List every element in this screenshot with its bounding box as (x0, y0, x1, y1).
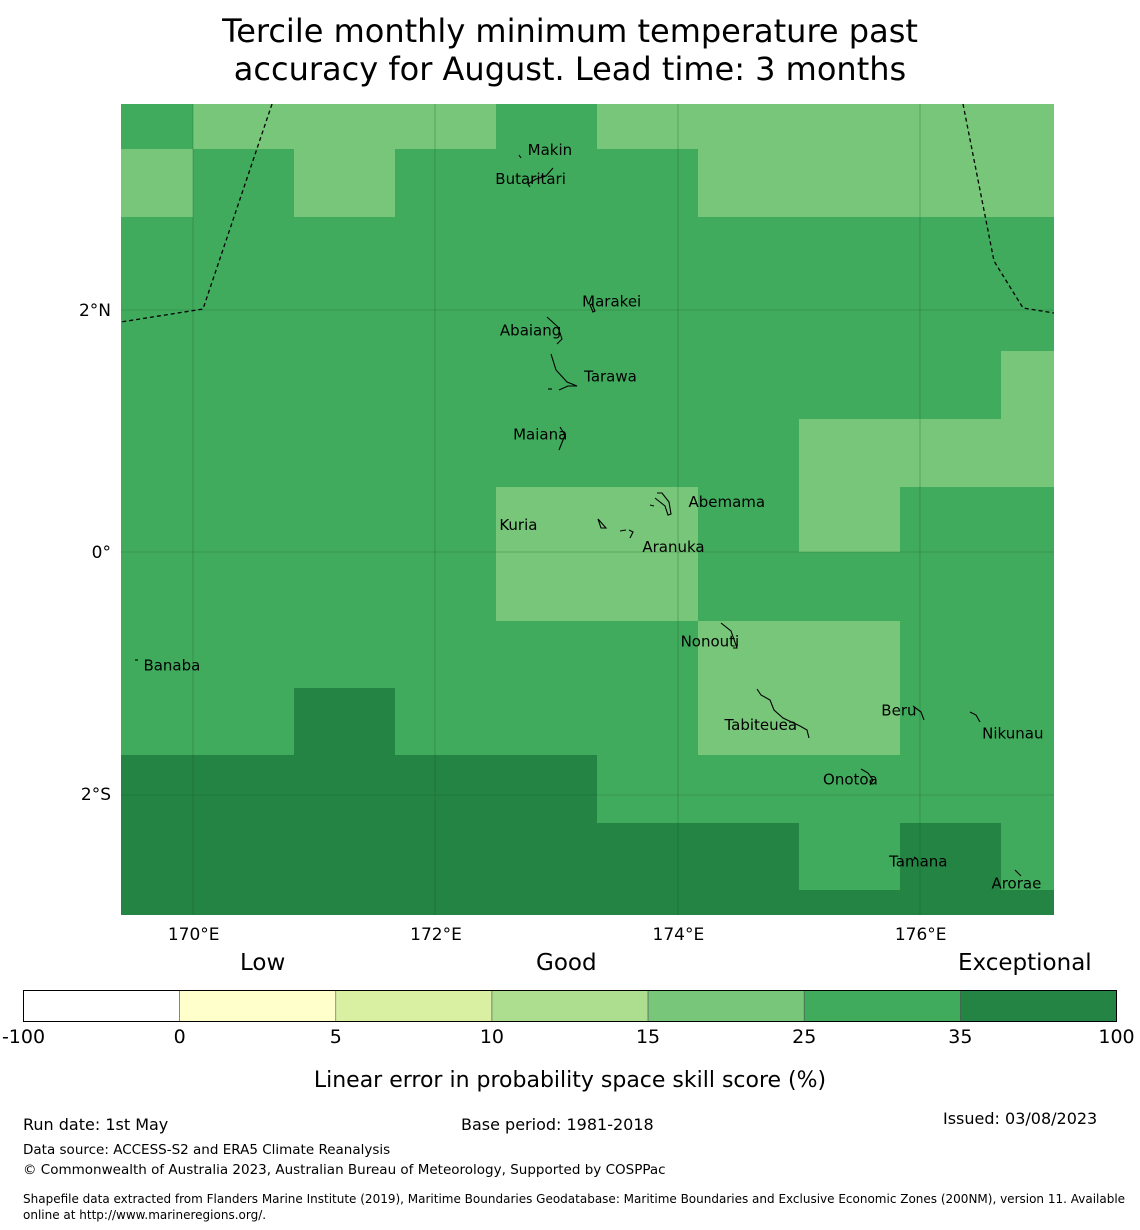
title-line-1: Tercile monthly minimum temperature past (222, 12, 918, 50)
colorbar-tick-label: 25 (792, 1026, 816, 1045)
colorbar-outline (23, 990, 1117, 1022)
legend-heading-good: Good (536, 950, 597, 976)
skill-cell-dark (1001, 890, 1054, 915)
issued-date: Issued: 03/08/2023 (943, 1109, 1098, 1128)
colorbar-bin-0-5 (179, 990, 337, 1022)
coast-abemama (654, 492, 672, 516)
lon-tick-label: 170°E (168, 925, 220, 945)
title-line-2: accuracy for August. Lead time: 3 months (233, 50, 907, 88)
place-label-banaba: Banaba (143, 657, 200, 675)
lat-tick-label: 2°N (79, 301, 111, 321)
lat-tick-label: 2°S (81, 785, 111, 805)
place-label-aranuka: Aranuka (642, 538, 704, 556)
coast-marakei (589, 303, 596, 313)
eez-boundaries (121, 104, 1054, 323)
coast-aranuka (619, 529, 634, 539)
coast-nonouti (720, 622, 738, 649)
coast-kuria (597, 518, 608, 529)
colorbar-tick-label: -100 (2, 1026, 45, 1045)
base-period: Base period: 1981-2018 (461, 1115, 654, 1134)
skill-cell-light (1001, 351, 1054, 419)
place-labels: Makin Butaritari Marakei Abaiang Tarawa Maian… (143, 141, 1043, 893)
place-label-onotoa: Onotoa (823, 770, 878, 788)
coast-maiana (558, 426, 566, 451)
skill-cell-light (294, 149, 395, 217)
place-label-tarawa: Tarawa (583, 367, 637, 385)
place-label-beru: Beru (881, 701, 916, 719)
place-label-abemama: Abemama (688, 493, 765, 511)
colorbar-label: Linear error in probability space skill … (313, 1068, 827, 1093)
coast-arorae (1014, 869, 1022, 877)
skill-cell-light (597, 104, 1054, 149)
colorbar-tick-label: 5 (330, 1026, 342, 1045)
place-label-abaiang: Abaiang (500, 321, 561, 339)
lon-tick-label: 172°E (410, 925, 462, 945)
coast-tamana (913, 856, 918, 860)
coast-butaritari (527, 167, 554, 188)
longitude-tick-labels: 170°E 172°E 174°E 176°E (168, 925, 947, 945)
skill-cell-light (698, 621, 900, 755)
place-label-tamana: Tamana (888, 853, 947, 871)
coast-onotoa (860, 768, 874, 786)
place-label-makin: Makin (528, 141, 573, 159)
skill-cell-light (799, 419, 1054, 487)
colorbar-tick-label: 35 (948, 1026, 972, 1045)
colorbar-bin-15-25 (647, 990, 805, 1022)
data-source: Data source: ACCESS-S2 and ERA5 Climate … (23, 1142, 391, 1158)
skill-cell-dark (799, 890, 900, 915)
skill-map: Makin Butaritari Marakei Abaiang Tarawa Maian… (79, 104, 1054, 945)
colorbar-bin-10-15 (491, 990, 649, 1022)
coast-makin (518, 154, 522, 159)
skill-cell-dark (294, 688, 395, 755)
skill-cell-light (193, 104, 496, 149)
copyright: © Commonwealth of Australia 2023, Austra… (23, 1162, 666, 1178)
lon-tick-label: 176°E (895, 925, 947, 945)
eez-boundary-east (962, 104, 1054, 314)
skill-cell-light (496, 487, 698, 621)
colorbar-tick-labels: -100 0 5 10 15 25 35 100 (2, 1026, 1135, 1045)
coast-tabiteuea (756, 688, 810, 739)
colorbar-tick-label: 100 (1098, 1026, 1134, 1045)
colorbar: -100 0 5 10 15 25 35 100 (2, 990, 1135, 1045)
shapefile-credit: Shapefile data extracted from Flanders M… (23, 1192, 1126, 1222)
legend-heading-exceptional: Exceptional (958, 950, 1092, 976)
colorbar-tick-label: 0 (174, 1026, 186, 1045)
skill-cell-light (121, 149, 193, 217)
place-label-nonouti: Nonouti (681, 632, 740, 650)
colorbar-tick-label: 10 (480, 1026, 504, 1045)
place-label-arorae: Arorae (991, 875, 1041, 893)
colorbar-bin-5-10 (335, 990, 493, 1022)
coast-nikunau (969, 711, 981, 723)
colorbar-bin-35-100 (960, 990, 1117, 1022)
place-label-butaritari: Butaritari (495, 170, 566, 188)
map-title: Tercile monthly minimum temperature past… (0, 12, 1140, 88)
lat-tick-label: 0° (92, 543, 111, 563)
coast-abemama-islet (649, 504, 655, 507)
colorbar-bin--100-0 (23, 990, 180, 1022)
place-label-maiana: Maiana (513, 426, 567, 444)
legend-heading-low: Low (240, 950, 286, 976)
colorbar-bins (23, 990, 1117, 1022)
coast-abaiang (546, 316, 563, 345)
graticule (121, 104, 1054, 915)
skill-cell-dark (900, 823, 1001, 915)
latitude-tick-labels: 2°N 0° 2°S (79, 301, 111, 805)
colorbar-bin-25-35 (803, 990, 961, 1022)
skill-cell-dark (597, 823, 799, 915)
place-label-marakei: Marakei (582, 292, 641, 310)
run-date: Run date: 1st May (23, 1115, 169, 1134)
skill-cell-light (698, 149, 1054, 217)
place-label-tabiteuea: Tabiteuea (723, 716, 797, 734)
coast-beru (912, 705, 925, 721)
coastlines (135, 154, 1022, 877)
skill-cell-dark (121, 755, 597, 915)
eez-boundary-west (121, 104, 273, 323)
place-label-nikunau: Nikunau (982, 724, 1043, 742)
colorbar-tick-label: 15 (636, 1026, 660, 1045)
coast-tarawa (550, 353, 578, 391)
skill-grid-cells (121, 104, 1054, 915)
place-label-kuria: Kuria (499, 516, 537, 534)
skill-cell-light (799, 487, 900, 552)
lon-tick-label: 174°E (653, 925, 705, 945)
